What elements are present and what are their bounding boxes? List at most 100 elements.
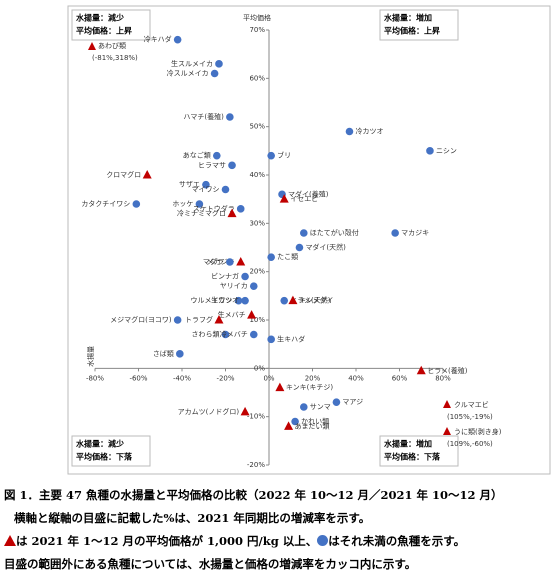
point-label: マダイ(養殖) [288, 189, 329, 198]
quadrant-frame [71, 9, 151, 41]
point-label: ヒラメ(養殖) [427, 366, 468, 375]
point [236, 257, 246, 266]
point [300, 229, 308, 237]
point-label: マダラ [203, 257, 224, 266]
point [210, 69, 219, 78]
x-tick-label: -60% [129, 374, 147, 382]
point [195, 200, 204, 208]
point-label: 生キハダ [277, 334, 305, 343]
outlier-note: (109%,-60%) [447, 440, 493, 448]
caption-text: は 2021 年 1～12 月の平均価格が 1,000 円/kg 以上、 [16, 534, 318, 548]
point [228, 161, 236, 170]
outlier-label: うに類(剥き身) [454, 427, 502, 436]
quadrant-text: 平均価格：下落 [384, 452, 441, 462]
point-label: ニシン [436, 147, 457, 155]
point-label: 冷メバチ [220, 330, 248, 339]
x-tick-label: -80% [86, 374, 104, 382]
chart: 水揚量：減少平均価格：上昇水揚量：増加平均価格：上昇水揚量：減少平均価格：下落水… [67, 5, 551, 475]
point [241, 296, 249, 305]
point-label: 生スルメイカ [171, 59, 213, 68]
y-tick-label: 20% [249, 268, 265, 276]
point [247, 310, 257, 319]
point-label: カタクチイワシ [81, 199, 130, 208]
point [213, 151, 221, 160]
point-label: クロマグロ [106, 170, 141, 179]
point [234, 296, 243, 305]
point-label: ウルメイワシ [191, 297, 233, 305]
chart-frame [67, 5, 551, 475]
quadrant-text: 平均価格：下落 [76, 452, 133, 462]
outlier-marker [88, 42, 96, 50]
point [291, 417, 299, 426]
point-label: ブリ [277, 151, 291, 160]
x-tick-label: 0% [263, 374, 274, 382]
y-tick-label: 40% [249, 171, 265, 179]
point [241, 272, 249, 281]
quadrant-text: 平均価格：上昇 [384, 26, 440, 36]
point-label: キンキ(キチジ) [286, 384, 334, 392]
point [295, 243, 304, 252]
point [280, 296, 289, 305]
y-tick-label: -10% [247, 413, 265, 421]
point-label: アカムツ(ノドグロ) [178, 407, 240, 416]
point [226, 113, 234, 121]
x-tick-label: 60% [392, 374, 408, 382]
point [215, 60, 223, 68]
point-label: あなご類 [183, 151, 211, 160]
y-axis-title: 平均価格 [243, 13, 271, 22]
point-label: ヒラメ(天然) [290, 296, 331, 305]
y-tick-label: 30% [249, 219, 265, 227]
point-label: 冷スルメイカ [167, 69, 209, 78]
point-label: マダイ(天然) [305, 243, 346, 252]
caption-text: はそれ未満の魚種を示す。 [328, 534, 466, 548]
y-tick-label: 70% [249, 26, 265, 34]
point [267, 151, 275, 160]
point [214, 315, 224, 324]
y-tick-label: 10% [249, 316, 265, 324]
point-label: ヒラマサ [198, 161, 226, 169]
point [345, 127, 354, 136]
circle-icon [317, 535, 329, 546]
point-label: 冷キハダ [144, 35, 172, 44]
x-tick-label: -20% [216, 374, 234, 382]
point-label: ホッケ [172, 200, 193, 208]
point-label: ヤリイカ [220, 282, 248, 290]
quadrant-text: 平均価格：上昇 [76, 26, 132, 36]
point [176, 350, 184, 358]
point [249, 330, 258, 339]
y-tick-label: -20% [247, 461, 265, 469]
point-label: たこ類 [277, 252, 298, 261]
caption-line: 目盛の範囲外にある魚種については、水揚量と価格の増減率をカッコ内に示す。 [4, 557, 417, 571]
point [236, 205, 245, 213]
point [227, 208, 237, 218]
point-label: 生カツオ [211, 296, 239, 305]
point [173, 316, 182, 324]
point-label: イセエビ [290, 194, 318, 203]
point-label: 冷ミナミマグロ [177, 209, 226, 218]
quadrant-frame [379, 435, 459, 467]
quadrant-text: 水揚量：増加 [383, 13, 432, 23]
point [249, 282, 258, 290]
point [240, 406, 250, 416]
point-label: サンマ [310, 403, 331, 411]
y-tick-label: 60% [249, 74, 265, 82]
point [226, 258, 234, 266]
point-label: ハマチ(養殖) [183, 112, 224, 121]
point-label: スケトウダラ [193, 204, 235, 213]
point [202, 180, 210, 189]
point [426, 147, 434, 155]
point-label: かれい類 [301, 417, 329, 426]
point-label: ほたてがい殻付 [310, 228, 359, 237]
point [284, 421, 294, 430]
point [221, 185, 230, 194]
triangle-icon [4, 535, 16, 546]
point [132, 200, 141, 208]
point-label: マアジ [342, 398, 363, 406]
point [267, 253, 275, 261]
y-tick-label: 50% [249, 123, 265, 131]
point-label: あまだい類 [295, 421, 330, 430]
point-label: キンメダイ [299, 296, 334, 305]
point-label: トラフグ [185, 315, 213, 324]
